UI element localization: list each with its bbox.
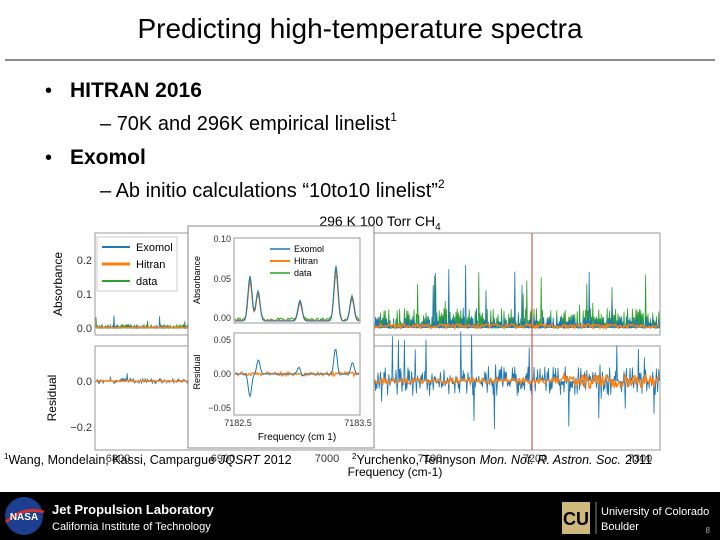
inset-spectra: [234, 265, 360, 399]
inset-y-tick-label: 0.05: [213, 335, 231, 345]
footnote-authors: Yurchenko, Tennyson: [356, 453, 475, 467]
y-tick-label: 0.0: [77, 376, 92, 388]
cu-logo: [562, 502, 590, 534]
footnote: 1Wang, Mondelain, Kassi, Campargue JQSRT 2…: [4, 452, 292, 467]
y-axis-label: Absorbance: [51, 252, 65, 316]
footnote-year: 2011: [625, 453, 652, 467]
cu-campus: Boulder: [601, 521, 639, 533]
x-axis-label: Frequency (cm-1): [348, 465, 443, 479]
sub-bullet: – Ab initio calculations “10to10 linelis…: [100, 177, 445, 202]
slide-title: Predicting high-temperature spectra: [137, 13, 583, 44]
nasa-swoosh: [5, 508, 45, 524]
cu-name: University of Colorado: [601, 506, 709, 518]
legend-label: data: [294, 268, 312, 278]
legend: Exomol Hitran data: [96, 236, 178, 292]
superscript: 2: [352, 452, 357, 461]
inset-x-tick-label: 7183.5: [344, 418, 372, 428]
x-tick-label: 7200: [523, 453, 547, 465]
legend-label: data: [136, 276, 158, 288]
inset-y-label: Absorbance: [192, 256, 202, 304]
footnote-journal: Mon. Not. R. Astron. Soc.: [480, 453, 621, 467]
footnote-authors: Wang, Mondelain, Kassi, Campargue: [8, 453, 215, 467]
x-tick-label: 6800: [106, 453, 130, 465]
y-tick-label: 0.1: [77, 289, 92, 301]
inset-x-tick-label: 7182.5: [224, 418, 252, 428]
bullet-dot: •: [45, 147, 52, 169]
sub-bullet: – 70K and 296K empirical linelist1: [100, 110, 397, 135]
superscript: 2: [438, 177, 445, 191]
inset-y-tick-label: 0.00: [213, 369, 231, 379]
caltech-name: California Institute of Technology: [52, 521, 211, 533]
sub-text: Ab initio calculations “10to10 linelist”: [116, 180, 438, 202]
legend-label: Exomol: [136, 242, 173, 254]
jpl-name: Jet Propulsion Laboratory: [52, 502, 215, 517]
superscript: 1: [390, 110, 397, 124]
inset-exomol: [235, 265, 360, 322]
figure-title-text: 296 K 100 Torr CH: [319, 213, 435, 229]
inset-hitran-residual: [234, 369, 360, 378]
legend-label: Hitran: [294, 256, 318, 266]
y-axis-label: Residual: [45, 375, 59, 422]
footer-bar: [0, 492, 720, 540]
page-number: 8: [706, 526, 711, 535]
inset-y-label: Residual: [192, 354, 202, 389]
inset-exomol-residual: [235, 348, 359, 399]
cu-logo-mark: CU: [563, 509, 589, 529]
subscript: 4: [435, 222, 441, 233]
footnote-journal: JQSRT: [218, 453, 261, 467]
nasa-logo: [5, 497, 43, 535]
y-tick-label: 0.2: [77, 255, 92, 267]
sub-text: 70K and 296K empirical linelist: [117, 113, 391, 135]
superscript: 1: [4, 452, 9, 461]
inset-y-tick-label: 0.00: [213, 313, 231, 323]
inset-y-tick-label: 0.10: [213, 234, 231, 244]
inset-x-label: Frequency (cm 1): [258, 432, 336, 443]
x-tick-label: 6900: [211, 453, 235, 465]
inset-y-tick-label: −0.05: [208, 403, 231, 413]
bullet: Exomol: [70, 146, 146, 169]
y-tick-label: −0.2: [70, 422, 92, 434]
x-tick-label: 7000: [315, 453, 339, 465]
bullet-dot: •: [45, 80, 52, 102]
nasa-text: NASA: [10, 512, 38, 523]
bullet: HITRAN 2016: [70, 79, 202, 102]
bottom-panel: [94, 345, 661, 451]
footnote: 2Yurchenko, Tennyson Mon. Not. R. Astron.…: [352, 452, 652, 467]
footnote-year: 2012: [264, 453, 292, 467]
legend-label: Hitran: [136, 259, 165, 271]
figure-title: 296 K 100 Torr CH4: [319, 213, 441, 233]
legend-label: Exomol: [294, 244, 324, 254]
inset: Absorbance 0.10 0.05 0.00 Residual 0.05 …: [187, 225, 375, 449]
inset-y-tick-label: 0.05: [213, 274, 231, 284]
x-tick-label: 7100: [418, 453, 442, 465]
x-tick-label: 7300: [628, 453, 652, 465]
figure: Absorbance 0.2 0.1 0.0 Residual 0.0 −0.2…: [45, 225, 661, 479]
y-tick-label: 0.0: [77, 323, 92, 335]
footer: NASA Jet Propulsion Laboratory Californi…: [0, 492, 720, 540]
